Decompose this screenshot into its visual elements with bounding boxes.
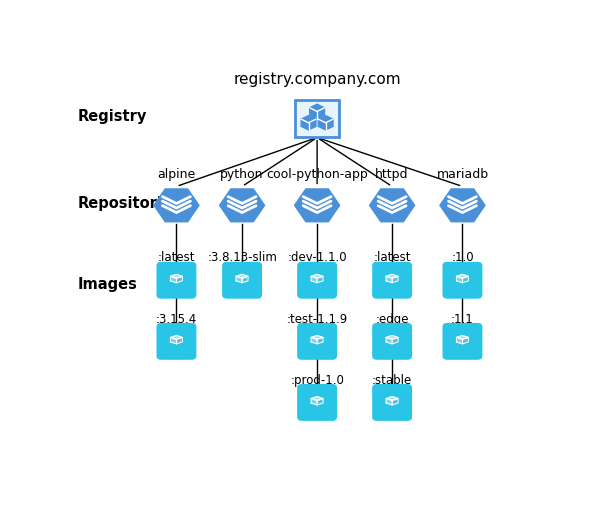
Polygon shape: [311, 337, 317, 344]
Polygon shape: [392, 398, 398, 405]
Text: python: python: [220, 168, 264, 181]
Text: :1.1: :1.1: [451, 313, 474, 326]
Text: mariadb: mariadb: [436, 168, 488, 181]
Text: :dev-1.1.0: :dev-1.1.0: [287, 251, 347, 265]
Polygon shape: [386, 274, 398, 278]
Polygon shape: [317, 398, 323, 405]
Polygon shape: [440, 189, 485, 222]
FancyBboxPatch shape: [297, 262, 337, 298]
Polygon shape: [171, 274, 182, 278]
Polygon shape: [317, 276, 323, 283]
Text: Images: Images: [78, 276, 138, 292]
Polygon shape: [311, 274, 323, 278]
FancyBboxPatch shape: [157, 262, 197, 298]
FancyBboxPatch shape: [297, 323, 337, 360]
Polygon shape: [386, 398, 392, 405]
FancyBboxPatch shape: [442, 262, 482, 298]
Text: httpd: httpd: [375, 168, 409, 181]
Text: :test-1.1.9: :test-1.1.9: [287, 313, 348, 326]
FancyBboxPatch shape: [442, 323, 482, 360]
Polygon shape: [154, 189, 199, 222]
Polygon shape: [171, 337, 177, 344]
Polygon shape: [311, 335, 323, 339]
Polygon shape: [457, 276, 462, 283]
Text: :latest: :latest: [158, 251, 195, 265]
Text: :edge: :edge: [375, 313, 409, 326]
Polygon shape: [177, 337, 182, 344]
FancyBboxPatch shape: [157, 323, 197, 360]
Polygon shape: [295, 189, 339, 222]
Text: :stable: :stable: [372, 374, 412, 387]
Polygon shape: [370, 189, 414, 222]
Polygon shape: [311, 276, 317, 283]
Polygon shape: [171, 335, 182, 339]
Polygon shape: [171, 276, 177, 283]
Text: Repositories: Repositories: [78, 196, 182, 211]
Text: :3.15.4: :3.15.4: [156, 313, 197, 326]
Polygon shape: [462, 276, 468, 283]
FancyBboxPatch shape: [372, 384, 412, 421]
Polygon shape: [242, 276, 248, 283]
Polygon shape: [317, 337, 323, 344]
Polygon shape: [392, 276, 398, 283]
Polygon shape: [236, 274, 248, 278]
Polygon shape: [386, 335, 398, 339]
Polygon shape: [311, 397, 323, 400]
Polygon shape: [310, 104, 324, 119]
FancyBboxPatch shape: [222, 262, 262, 298]
Text: :latest: :latest: [373, 251, 411, 265]
FancyBboxPatch shape: [372, 262, 412, 298]
Polygon shape: [177, 276, 182, 283]
Text: cool-python-app: cool-python-app: [266, 168, 368, 181]
Polygon shape: [457, 335, 468, 339]
Polygon shape: [457, 274, 468, 278]
Polygon shape: [386, 276, 392, 283]
Polygon shape: [301, 116, 316, 130]
Text: :3.8.13-slim: :3.8.13-slim: [207, 251, 277, 265]
Text: alpine: alpine: [157, 168, 195, 181]
FancyBboxPatch shape: [297, 384, 337, 421]
Text: :prod-1.0: :prod-1.0: [290, 374, 344, 387]
Text: registry.company.com: registry.company.com: [234, 73, 401, 88]
Polygon shape: [236, 276, 242, 283]
Polygon shape: [220, 189, 264, 222]
Polygon shape: [457, 337, 462, 344]
Polygon shape: [386, 397, 398, 400]
Polygon shape: [392, 337, 398, 344]
Polygon shape: [462, 337, 468, 344]
Polygon shape: [318, 116, 333, 130]
Text: Registry: Registry: [78, 109, 148, 124]
Polygon shape: [386, 337, 392, 344]
FancyBboxPatch shape: [372, 323, 412, 360]
FancyBboxPatch shape: [295, 100, 339, 137]
Polygon shape: [311, 398, 317, 405]
Text: :1.0: :1.0: [451, 251, 474, 265]
